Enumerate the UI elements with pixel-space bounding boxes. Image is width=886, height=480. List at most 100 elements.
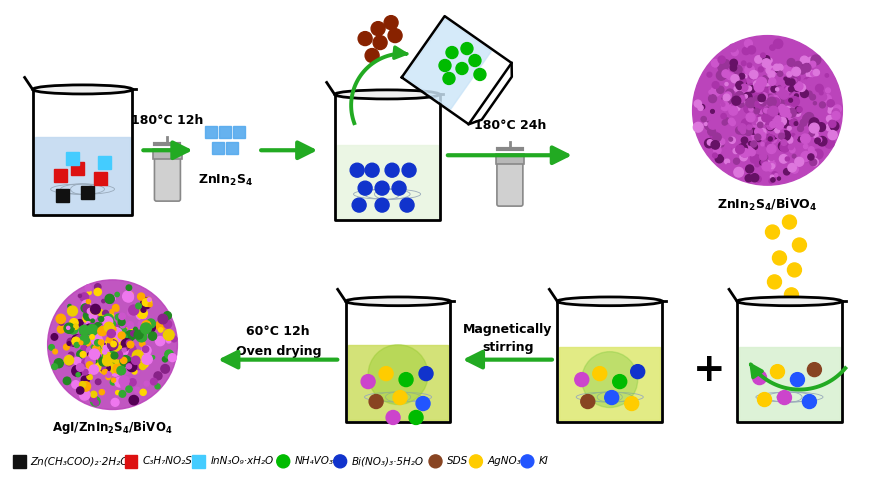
Circle shape (749, 92, 752, 96)
Circle shape (746, 165, 754, 173)
Circle shape (818, 136, 827, 146)
Circle shape (735, 105, 739, 108)
Circle shape (443, 72, 455, 84)
Circle shape (132, 350, 144, 361)
Circle shape (750, 128, 757, 134)
Circle shape (78, 294, 82, 298)
Circle shape (91, 319, 94, 323)
Circle shape (80, 382, 86, 388)
Circle shape (125, 327, 133, 335)
Circle shape (776, 87, 785, 96)
Circle shape (141, 298, 152, 309)
Circle shape (145, 323, 155, 333)
Circle shape (728, 118, 734, 124)
Circle shape (122, 348, 126, 352)
Circle shape (110, 338, 118, 347)
Circle shape (84, 324, 95, 335)
Circle shape (696, 125, 703, 132)
Circle shape (812, 123, 821, 133)
Circle shape (53, 349, 58, 354)
Circle shape (766, 109, 770, 113)
Circle shape (759, 109, 764, 112)
Circle shape (806, 70, 813, 78)
Circle shape (761, 57, 768, 64)
Circle shape (96, 379, 101, 384)
Circle shape (128, 379, 136, 386)
Circle shape (134, 368, 139, 374)
Circle shape (764, 101, 773, 110)
Circle shape (114, 341, 120, 348)
Circle shape (734, 168, 743, 177)
Circle shape (104, 352, 113, 361)
Circle shape (792, 155, 796, 158)
Circle shape (711, 141, 719, 149)
Circle shape (82, 300, 90, 309)
Circle shape (780, 143, 789, 152)
Circle shape (730, 120, 735, 126)
Circle shape (711, 60, 719, 67)
Text: C₃H₇NO₂S: C₃H₇NO₂S (143, 456, 192, 467)
Circle shape (801, 134, 810, 144)
Circle shape (733, 96, 742, 105)
Circle shape (727, 145, 731, 149)
Circle shape (101, 389, 105, 393)
Circle shape (96, 321, 101, 326)
Circle shape (734, 65, 742, 74)
Circle shape (775, 105, 781, 111)
Circle shape (788, 110, 794, 117)
Circle shape (142, 355, 146, 359)
Circle shape (750, 135, 755, 140)
Circle shape (352, 198, 366, 212)
Circle shape (795, 157, 804, 166)
Circle shape (416, 396, 430, 410)
Circle shape (828, 106, 835, 113)
Circle shape (813, 102, 817, 105)
Circle shape (721, 60, 730, 68)
Circle shape (112, 332, 122, 342)
Circle shape (773, 128, 782, 138)
Circle shape (765, 112, 772, 119)
Circle shape (54, 359, 63, 368)
Circle shape (114, 336, 125, 348)
Bar (81, 186, 94, 199)
Circle shape (766, 123, 774, 131)
Circle shape (127, 322, 134, 328)
Circle shape (115, 307, 119, 311)
Circle shape (48, 280, 177, 409)
Circle shape (766, 106, 773, 113)
Circle shape (769, 110, 773, 115)
Circle shape (748, 46, 756, 54)
Circle shape (83, 346, 87, 349)
Bar (66, 152, 79, 165)
Circle shape (91, 349, 97, 354)
Circle shape (141, 323, 152, 334)
Bar (206, 126, 217, 138)
Circle shape (117, 366, 126, 375)
Circle shape (778, 71, 782, 76)
Circle shape (832, 109, 840, 116)
Circle shape (748, 100, 756, 108)
Circle shape (777, 177, 781, 180)
Circle shape (112, 343, 120, 350)
Circle shape (783, 86, 792, 95)
Circle shape (801, 152, 811, 161)
Circle shape (119, 344, 124, 349)
Circle shape (760, 104, 764, 107)
Circle shape (74, 324, 77, 328)
Circle shape (758, 95, 767, 104)
Circle shape (753, 97, 764, 108)
Circle shape (119, 333, 128, 342)
Circle shape (113, 340, 120, 348)
Circle shape (128, 305, 139, 315)
Circle shape (743, 95, 748, 98)
Circle shape (125, 344, 131, 349)
Circle shape (769, 95, 774, 100)
Circle shape (125, 331, 136, 341)
Circle shape (753, 115, 761, 123)
Circle shape (809, 118, 819, 128)
Circle shape (767, 144, 776, 154)
Circle shape (834, 105, 842, 112)
Circle shape (731, 75, 739, 83)
Text: +: + (693, 350, 726, 389)
Circle shape (87, 324, 97, 336)
